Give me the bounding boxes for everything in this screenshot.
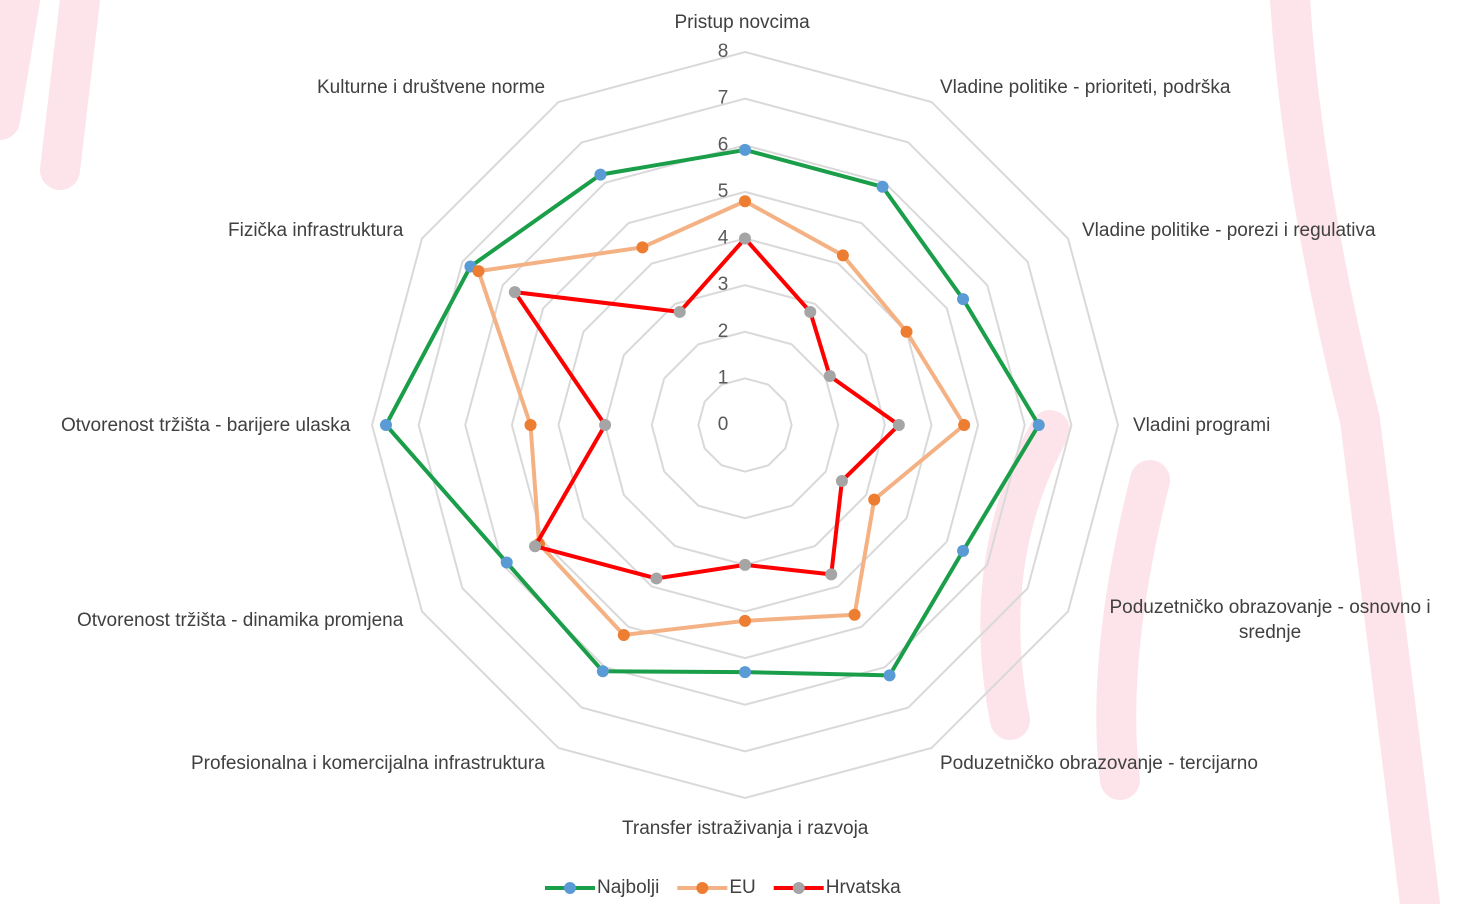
data-point: [901, 326, 913, 338]
data-point: [509, 286, 521, 298]
data-point: [868, 494, 880, 506]
data-point: [804, 306, 816, 318]
legend-marker: [696, 882, 708, 894]
data-point: [473, 265, 485, 277]
data-point: [739, 559, 751, 571]
data-point: [739, 195, 751, 207]
chart: 012345678 NajboljiEUHrvatska Pristup nov…: [0, 0, 1465, 904]
r-tick-label: 7: [718, 88, 729, 109]
legend-label: Hrvatska: [826, 877, 901, 898]
r-tick-label: 0: [718, 414, 729, 435]
category-label: Profesionalna i komercijalna infrastrukt…: [191, 751, 545, 776]
grid-ring: [698, 378, 791, 471]
r-tick-label: 4: [718, 228, 729, 249]
data-point: [893, 419, 905, 431]
data-point: [836, 475, 848, 487]
data-point: [825, 568, 837, 580]
r-tick-label: 2: [718, 321, 729, 342]
data-point: [849, 609, 861, 621]
data-point: [837, 249, 849, 261]
data-point: [380, 419, 392, 431]
r-tick-label: 3: [718, 274, 729, 295]
legend-marker: [793, 882, 805, 894]
data-point: [957, 545, 969, 557]
legend-label: EU: [729, 877, 755, 898]
data-point: [674, 306, 686, 318]
data-point: [739, 144, 751, 156]
data-point: [597, 665, 609, 677]
series-line: [515, 239, 899, 579]
data-point: [958, 419, 970, 431]
data-point: [877, 181, 889, 193]
r-tick-label: 8: [718, 41, 729, 62]
data-point: [739, 615, 751, 627]
data-point: [650, 572, 662, 584]
data-point: [529, 540, 541, 552]
data-point: [636, 241, 648, 253]
grid-ring: [652, 332, 839, 519]
data-point: [824, 370, 836, 382]
category-label: Pristup novcima: [675, 10, 810, 35]
data-point: [957, 293, 969, 305]
data-point: [525, 419, 537, 431]
data-point: [594, 169, 606, 181]
category-label: Otvorenost tržišta - barijere ulaska: [61, 413, 350, 438]
legend-label: Najbolji: [597, 877, 659, 898]
data-point: [739, 666, 751, 678]
category-label: Poduzetničko obrazovanje - osnovno i sre…: [1080, 595, 1460, 645]
data-point: [884, 669, 896, 681]
data-point: [1033, 419, 1045, 431]
category-label: Otvorenost tržišta - dinamika promjena: [77, 608, 403, 633]
category-label: Transfer istraživanja i razvoja: [622, 816, 868, 841]
category-label: Vladine politike - prioriteti, podrška: [940, 75, 1230, 100]
category-label: Vladine politike - porezi i regulativa: [1082, 218, 1376, 243]
r-tick-label: 5: [718, 181, 729, 202]
data-point: [599, 419, 611, 431]
grid-ring: [605, 285, 885, 565]
data-point: [618, 629, 630, 641]
category-label: Vladini programi: [1133, 413, 1270, 438]
r-tick-label: 1: [718, 367, 729, 388]
series-line: [386, 150, 1039, 675]
data-point: [739, 233, 751, 245]
legend: Najbolji EU Hrvatska: [545, 877, 901, 898]
category-label: Poduzetničko obrazovanje - tercijarno: [940, 751, 1258, 776]
data-point: [501, 557, 513, 569]
category-label: Kulturne i društvene norme: [317, 75, 545, 100]
legend-marker: [564, 882, 576, 894]
category-label: Fizička infrastruktura: [228, 218, 403, 243]
